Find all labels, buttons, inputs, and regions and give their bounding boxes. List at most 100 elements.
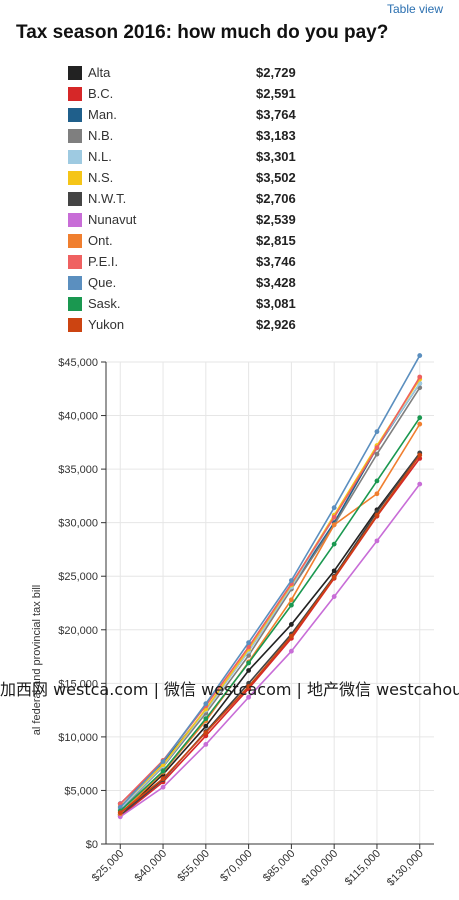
data-point: [246, 684, 252, 689]
legend-value: $2,926: [256, 317, 296, 332]
table-view-link[interactable]: Table view: [386, 2, 443, 16]
legend-label: Sask.: [88, 296, 121, 311]
chart-series: [117, 353, 423, 820]
y-tick-label: $10,000: [58, 732, 98, 744]
data-point: [246, 660, 252, 666]
data-point: [374, 491, 380, 497]
data-point: [374, 429, 380, 435]
legend-label: N.B.: [88, 128, 114, 143]
legend-value: $3,183: [256, 128, 296, 143]
x-tick-label: $25,000: [90, 848, 127, 885]
data-point: [331, 594, 337, 599]
data-point: [160, 776, 166, 782]
y-tick-label: $20,000: [58, 625, 98, 637]
data-point: [203, 730, 209, 736]
data-point: [288, 578, 294, 583]
data-point: [331, 522, 337, 528]
data-point: [203, 716, 209, 722]
chart-grid: [106, 361, 434, 845]
legend-item: Ont. $2,815: [68, 230, 328, 251]
x-tick-label: $100,000: [299, 848, 340, 889]
legend-value: $3,301: [256, 149, 296, 164]
data-point: [331, 574, 337, 580]
data-point: [417, 481, 423, 487]
series-line: [119, 454, 421, 814]
legend-swatch: [68, 65, 82, 80]
legend-value: $2,539: [256, 212, 296, 227]
data-point: [374, 478, 380, 484]
legend-swatch: [68, 107, 82, 122]
legend-item: Nunavut $2,539: [68, 209, 328, 230]
data-point: [117, 804, 123, 810]
x-tick-label: $70,000: [218, 848, 255, 885]
x-tick-label: $115,000: [343, 848, 383, 888]
data-point: [374, 538, 380, 544]
data-point: [417, 374, 423, 380]
legend-item: N.B. $3,183: [68, 125, 328, 146]
data-point: [331, 505, 337, 511]
data-point: [246, 640, 252, 646]
data-point: [203, 723, 209, 729]
series-line: [119, 378, 421, 808]
y-tick-label: $35,000: [58, 464, 98, 476]
line-chart: $0 $5,000 $10,000 $15,000 $20,000 $25,000 $30,…: [31, 353, 434, 889]
legend-swatch: [68, 86, 82, 101]
y-tick-label: $25,000: [58, 571, 98, 583]
data-point: [160, 768, 166, 774]
legend: Alta $2,729 B.C. $2,591 Man. $3,764 N.B. $3,183…: [68, 62, 328, 335]
data-point: [160, 784, 166, 790]
legend-label: Que.: [88, 275, 117, 290]
legend-swatch: [68, 191, 82, 206]
legend-label: N.W.T.: [88, 191, 127, 206]
legend-value: $3,081: [256, 296, 296, 311]
legend-value: $3,428: [256, 275, 296, 290]
series-line: [119, 387, 421, 811]
data-point: [117, 810, 123, 816]
x-tick-label: $40,000: [133, 848, 170, 885]
data-point: [246, 653, 252, 658]
legend-item: N.S. $3,502: [68, 167, 328, 188]
page-title: Tax season 2016: how much do you pay?: [16, 22, 389, 43]
legend-value: $2,591: [256, 86, 296, 101]
data-point: [160, 759, 166, 764]
y-tick-label: $40,000: [58, 411, 98, 423]
legend-swatch: [68, 170, 82, 185]
legend-swatch: [68, 317, 82, 332]
x-tick-label: $55,000: [175, 848, 212, 885]
legend-swatch: [68, 212, 82, 227]
watermark-text: 加西网 westca.com | 微信 westcacom | 地产微信 wes…: [0, 680, 459, 699]
data-point: [374, 451, 380, 457]
legend-label: Yukon: [88, 317, 125, 332]
legend-item: Yukon $2,926: [68, 314, 328, 335]
data-point: [417, 452, 423, 458]
legend-label: Ont.: [88, 233, 113, 248]
legend-item: Sask. $3,081: [68, 293, 328, 314]
legend-swatch: [68, 233, 82, 248]
y-tick-label: $5,000: [64, 785, 98, 797]
y-tick-label: $0: [86, 839, 98, 851]
x-tick-label: $130,000: [385, 848, 426, 889]
data-point: [288, 633, 294, 639]
data-point: [331, 514, 337, 520]
legend-label: P.E.I.: [88, 254, 119, 269]
legend-swatch: [68, 149, 82, 164]
data-point: [288, 602, 294, 608]
data-point: [374, 512, 380, 518]
data-point: [288, 597, 294, 603]
legend-item: N.L. $3,301: [68, 146, 328, 167]
data-point: [374, 445, 380, 451]
data-point: [246, 694, 252, 700]
legend-label: N.L.: [88, 149, 112, 164]
data-point: [417, 421, 423, 427]
data-point: [203, 701, 209, 707]
data-point: [203, 741, 209, 747]
legend-value: $2,706: [256, 191, 296, 206]
legend-value: $3,746: [256, 254, 296, 269]
legend-item: Alta $2,729: [68, 62, 328, 83]
y-tick-label: $45,000: [58, 357, 98, 369]
series-line: [119, 483, 421, 818]
data-point: [417, 415, 423, 421]
legend-label: Nunavut: [88, 212, 137, 227]
legend-label: N.S.: [88, 170, 114, 185]
legend-swatch: [68, 275, 82, 290]
